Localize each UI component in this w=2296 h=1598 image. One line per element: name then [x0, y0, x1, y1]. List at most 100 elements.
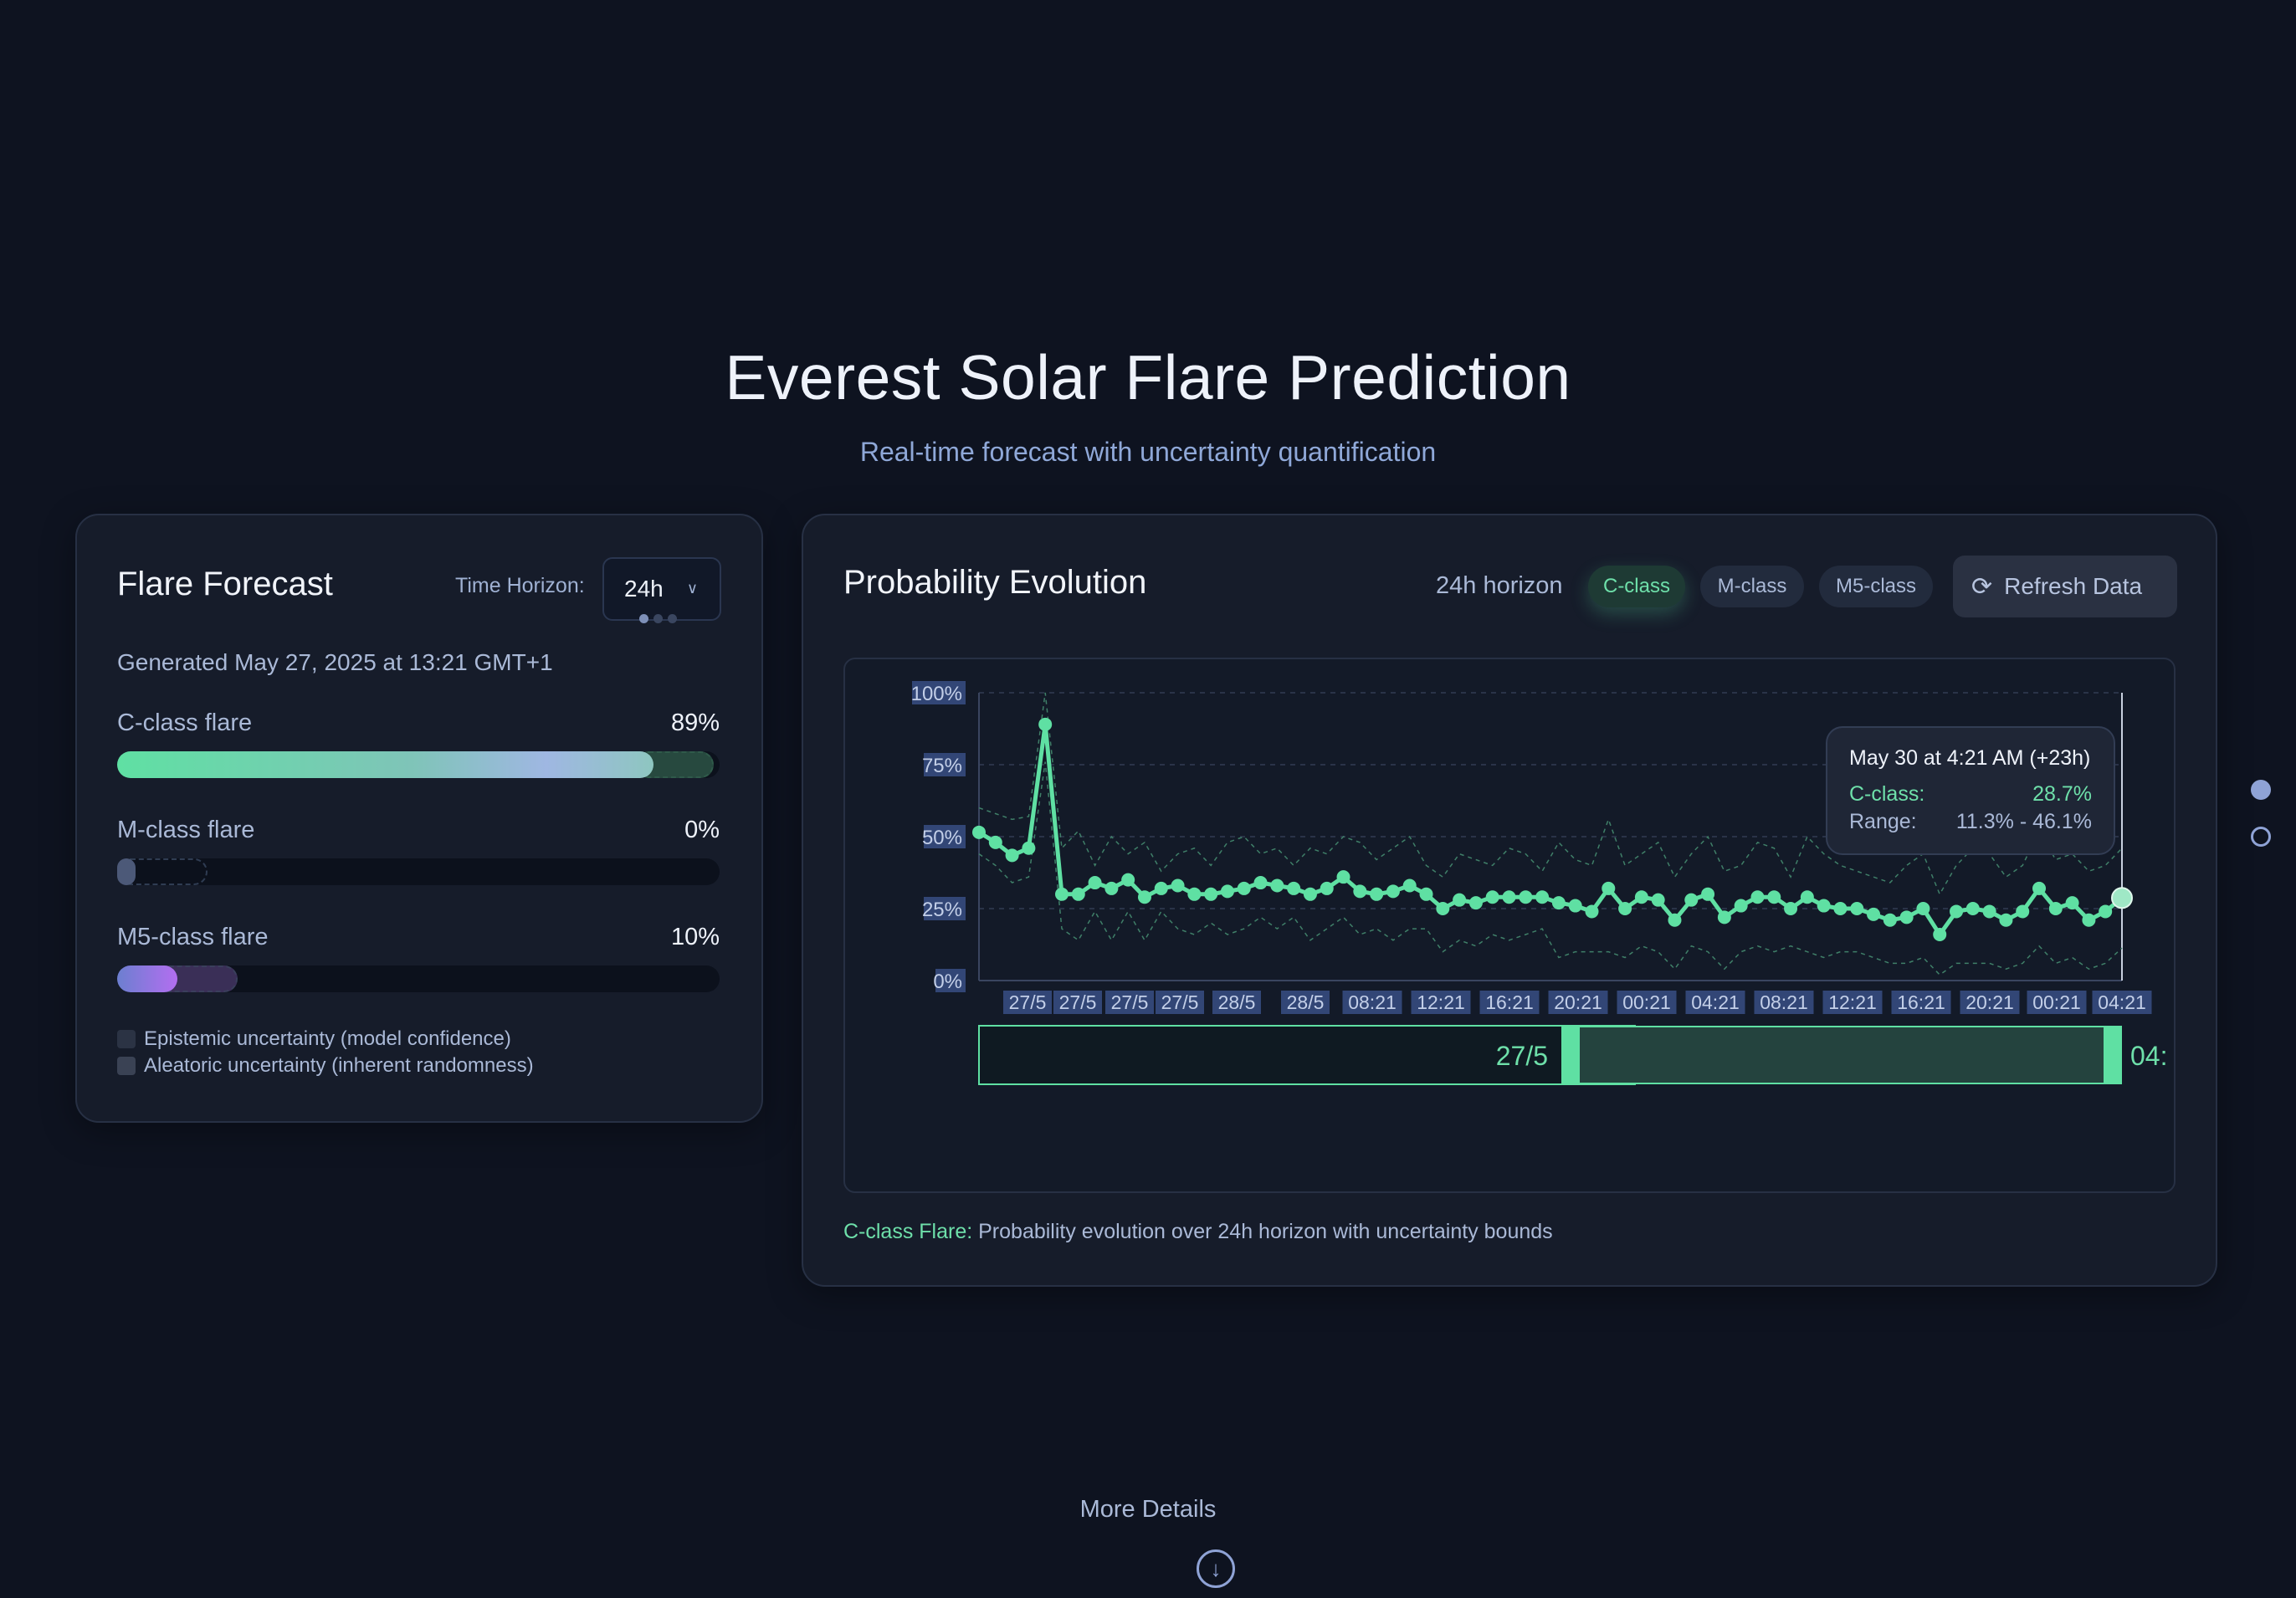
x-tick-label: 28/5: [1218, 991, 1256, 1013]
x-tick-label: 04:21: [1691, 991, 1740, 1013]
data-point: [1187, 887, 1202, 901]
series-points: [972, 717, 2133, 941]
x-tick-label: 08:21: [1348, 991, 1397, 1013]
filter-m-class[interactable]: M-class: [1700, 566, 1804, 607]
x-tick-highlight: [1003, 991, 1052, 1014]
data-point: [1320, 881, 1334, 895]
legend-label: Epistemic uncertainty (model confidence): [144, 1027, 511, 1050]
probability-chart: 0% 25% 50% 75% 100% 27/5 27/5 27/5 27/5 28/5 28/5…: [911, 681, 2167, 1085]
data-point: [1436, 902, 1450, 915]
x-tick-highlight: [1105, 991, 1154, 1014]
chart-caption: C-class Flare: Probability evolution ove…: [843, 1220, 1553, 1244]
data-point: [1121, 873, 1135, 887]
data-point: [1585, 904, 1599, 919]
data-point: [1833, 902, 1848, 915]
x-tick-highlight: [1891, 991, 1951, 1014]
tooltip-range-row: Range: 11.3% - 46.1%: [1849, 810, 2092, 834]
data-point: [2065, 896, 2079, 910]
legend-swatch: [117, 1057, 136, 1075]
data-point: [1303, 887, 1317, 901]
probability-fill: [117, 751, 653, 778]
data-point: [1088, 876, 1102, 890]
probability-evolution-card: Probability Evolution 24h horizon C-clas…: [802, 514, 2217, 1287]
more-details-link[interactable]: More Details: [1079, 1496, 1217, 1523]
x-tick-label: 16:21: [1485, 991, 1534, 1013]
y-tick-highlight: [924, 897, 966, 920]
x-tick-label: 04:21: [2098, 991, 2146, 1013]
data-point: [1767, 890, 1781, 904]
refresh-label: Refresh Data: [2004, 573, 2143, 599]
data-point: [1999, 913, 2013, 927]
x-tick-label: 12:21: [1828, 991, 1877, 1013]
flare-percentage: 89%: [670, 709, 720, 736]
tooltip-range-value: 11.3% - 46.1%: [1955, 810, 2092, 833]
x-tick-highlight: [1411, 991, 1471, 1014]
y-axis-ticks: 0% 25% 50% 75% 100%: [911, 681, 966, 993]
flare-forecast-card: Flare Forecast Time Horizon: 24h ∨ Gener…: [75, 514, 763, 1123]
y-tick-label: 100%: [911, 683, 962, 705]
brush-start-label: 27/5: [1496, 1041, 1548, 1071]
refresh-data-button[interactable]: ⟳ Refresh Data: [1953, 556, 2177, 617]
tooltip-title: May 30 at 4:21 AM (+23h): [1849, 746, 2091, 770]
data-point: [1502, 890, 1516, 904]
section-dot[interactable]: [2251, 827, 2271, 847]
page-subtitle: Real-time forecast with uncertainty quan…: [859, 437, 1437, 467]
data-point: [1287, 881, 1301, 895]
y-tick-highlight: [924, 753, 966, 776]
dot-indicator: [639, 614, 648, 623]
data-point: [2099, 904, 2113, 919]
section-dot-active[interactable]: [2251, 780, 2271, 800]
data-point: [1701, 887, 1715, 901]
flare-label: M5-class flare: [117, 924, 269, 950]
time-horizon-select[interactable]: 24h ∨: [602, 557, 721, 621]
data-point: [1204, 887, 1218, 901]
data-point: [1519, 890, 1533, 904]
data-point: [1784, 902, 1798, 915]
data-point: [1618, 902, 1632, 915]
data-point: [1468, 896, 1483, 910]
data-point: [1485, 890, 1499, 904]
y-tick-label: 0%: [933, 971, 962, 993]
hovered-point: [2111, 887, 2133, 909]
time-horizon-label: Time Horizon:: [455, 574, 585, 597]
x-tick-label: 27/5: [1009, 991, 1047, 1013]
x-tick-label: 28/5: [1287, 991, 1325, 1013]
refresh-icon: ⟳: [1971, 572, 1993, 601]
time-horizon-value: 24h: [624, 576, 664, 602]
data-point: [1054, 887, 1069, 901]
filter-m5-class[interactable]: M5-class: [1819, 566, 1933, 607]
probability-bar: [117, 751, 720, 778]
tooltip-series-value: 28.7%: [2032, 782, 2092, 806]
legend-aleatoric: Aleatoric uncertainty (inherent randomne…: [117, 1054, 534, 1078]
data-point: [1668, 913, 1682, 927]
c-class-line: [977, 722, 2124, 937]
data-point: [1634, 890, 1648, 904]
series-line: [977, 722, 2124, 937]
data-point: [1933, 927, 1947, 941]
data-point: [1253, 876, 1268, 890]
data-point: [1817, 899, 1831, 913]
c-class-flare-row: C-class flare 89%: [117, 709, 720, 778]
x-tick-label: 16:21: [1897, 991, 1945, 1013]
time-horizon-dots: [639, 614, 677, 623]
section-nav: [2251, 780, 2271, 873]
data-point: [2082, 913, 2096, 927]
data-point: [1336, 870, 1350, 884]
y-tick-highlight: [912, 681, 966, 704]
flare-label: C-class flare: [117, 709, 253, 736]
brush-handle-start[interactable]: [1561, 1026, 1580, 1084]
m-class-flare-row: M-class flare 0%: [117, 817, 720, 885]
brush-handle-end[interactable]: [2104, 1026, 2122, 1084]
arrow-down-icon[interactable]: ↓: [1197, 1549, 1235, 1588]
x-tick-label: 27/5: [1161, 991, 1199, 1013]
data-point: [1453, 893, 1467, 907]
brush-selection[interactable]: [1568, 1026, 2114, 1084]
data-point: [1850, 902, 1864, 915]
data-point: [1154, 881, 1168, 895]
range-brush[interactable]: 27/5 04:: [978, 1025, 2167, 1085]
y-tick-highlight: [935, 969, 966, 992]
data-point: [2016, 904, 2030, 919]
data-point: [1750, 890, 1765, 904]
data-point: [1071, 887, 1085, 901]
filter-c-class[interactable]: C-class: [1588, 566, 1685, 607]
